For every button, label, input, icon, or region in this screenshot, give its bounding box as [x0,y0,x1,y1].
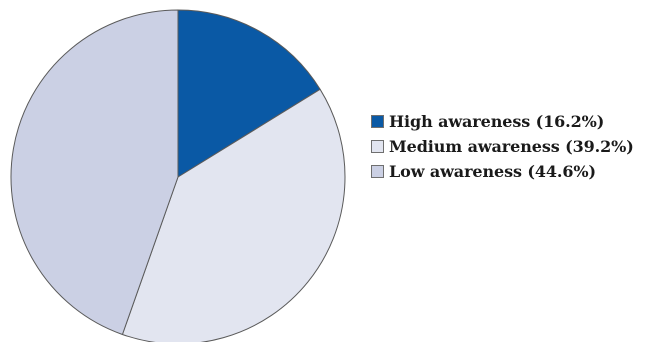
pie-slices [10,9,346,342]
pie-slice-high [177,9,321,178]
legend-item-low: Low awareness (44.6%) [371,161,634,182]
legend-item-high: High awareness (16.2%) [371,111,634,132]
pie-slice-medium [121,88,346,342]
legend-label-medium: Medium awareness (39.2%) [389,137,634,156]
legend-item-medium: Medium awareness (39.2%) [371,136,634,157]
legend-swatch-medium [371,140,384,153]
legend-swatch-low [371,165,384,178]
legend-label-high: High awareness (16.2%) [389,112,605,131]
legend: High awareness (16.2%) Medium awareness … [371,111,634,186]
pie-slice-low [10,9,179,335]
legend-label-low: Low awareness (44.6%) [389,162,596,181]
legend-swatch-high [371,115,384,128]
